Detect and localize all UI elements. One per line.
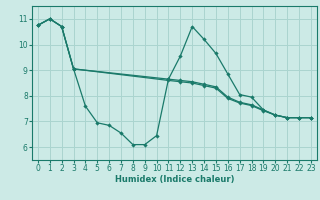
X-axis label: Humidex (Indice chaleur): Humidex (Indice chaleur) xyxy=(115,175,234,184)
